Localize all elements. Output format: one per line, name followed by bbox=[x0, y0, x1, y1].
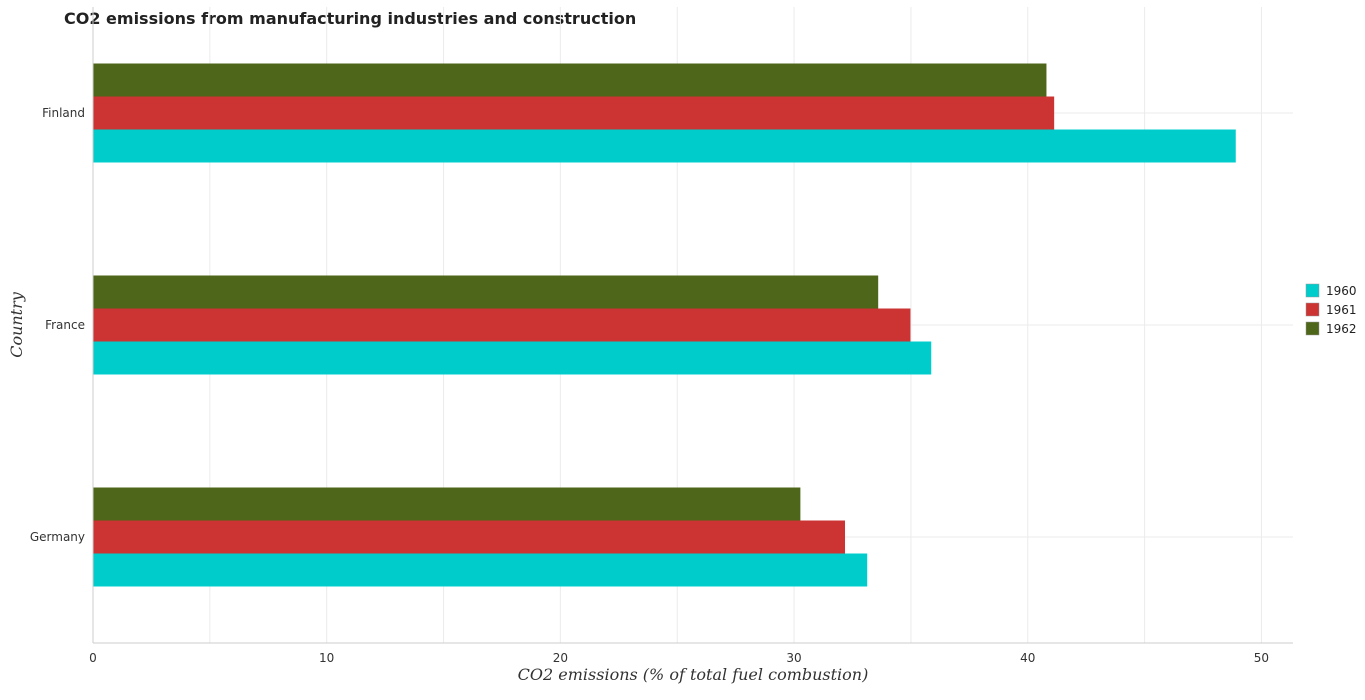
x-tick-label: 20 bbox=[553, 651, 568, 665]
bar-1962-finland bbox=[93, 63, 1047, 97]
legend-label-1962: 1962 bbox=[1326, 322, 1357, 336]
legend-swatch-1961 bbox=[1305, 302, 1320, 317]
bar-1961-france bbox=[93, 308, 911, 342]
y-tick-label: Germany bbox=[30, 530, 85, 544]
bar-1960-finland bbox=[93, 129, 1236, 163]
bars bbox=[93, 63, 1236, 587]
bar-1961-germany bbox=[93, 520, 846, 554]
x-tick-label: 10 bbox=[319, 651, 334, 665]
x-axis-label: CO2 emissions (% of total fuel combustio… bbox=[518, 665, 869, 684]
y-tick-labels: Finland France Germany bbox=[30, 106, 85, 544]
legend-label-1961: 1961 bbox=[1326, 303, 1357, 317]
legend-swatch-1962 bbox=[1305, 321, 1320, 336]
chart-title: CO2 emissions from manufacturing industr… bbox=[64, 9, 636, 28]
x-tick-label: 0 bbox=[89, 651, 97, 665]
legend-label-1960: 1960 bbox=[1326, 284, 1357, 298]
y-tick-label: Finland bbox=[42, 106, 85, 120]
bar-1962-france bbox=[93, 275, 879, 309]
y-tick-label: France bbox=[45, 318, 85, 332]
legend: 1960 1961 1962 bbox=[1305, 283, 1357, 336]
x-tick-label: 30 bbox=[786, 651, 801, 665]
legend-swatch-1960 bbox=[1305, 283, 1320, 298]
x-tick-label: 50 bbox=[1254, 651, 1269, 665]
bar-1962-germany bbox=[93, 487, 801, 521]
x-tick-labels: 0 10 20 30 40 50 bbox=[89, 651, 1269, 665]
plot-area: 0 10 20 30 40 50 Finland France Germany bbox=[30, 7, 1293, 665]
bar-1961-finland bbox=[93, 96, 1055, 130]
y-axis-label: Country bbox=[7, 291, 26, 358]
x-tick-label: 40 bbox=[1020, 651, 1035, 665]
bar-1960-france bbox=[93, 341, 932, 375]
bar-1960-germany bbox=[93, 553, 868, 587]
